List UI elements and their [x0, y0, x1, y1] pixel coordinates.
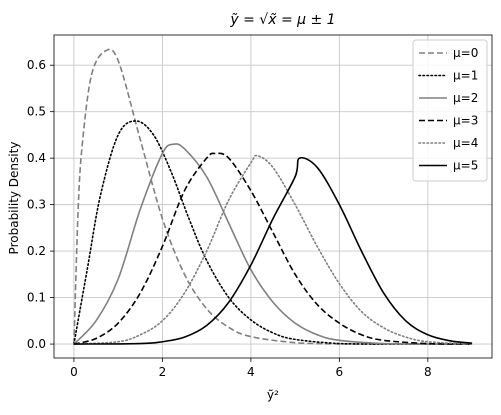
x-tick-label: 4 — [247, 365, 255, 379]
x-tick-label: 6 — [336, 365, 344, 379]
legend-label-4: μ=4 — [453, 136, 478, 150]
plot-lines — [73, 48, 473, 345]
y-axis-label: Probability Density — [7, 142, 21, 255]
y-tick-label: 0.1 — [27, 291, 46, 305]
x-axis-label: ỹ² — [267, 388, 279, 402]
legend-label-2: μ=2 — [453, 91, 478, 105]
y-tick-label: 0.2 — [27, 244, 46, 258]
x-tick-label: 0 — [70, 365, 78, 379]
legend-label-3: μ=3 — [453, 114, 478, 128]
x-tick-label: 8 — [424, 365, 432, 379]
legend: μ=0 μ=1 μ=2 μ=3 μ=4 μ=5 — [412, 39, 488, 182]
y-tick-label: 0.5 — [27, 105, 46, 119]
series-line-5 — [73, 156, 473, 345]
series-line-0 — [73, 48, 473, 345]
series-line-4 — [73, 154, 473, 345]
series-line-1 — [73, 120, 473, 345]
series-line-3 — [73, 152, 473, 345]
chart-title: ỹ = √x̃ = μ ± 1 — [229, 12, 335, 28]
axes: 0 2 4 6 8 0.0 0.1 0.2 0.3 0.4 0.5 0.6 — [27, 58, 432, 379]
x-tick-label: 2 — [159, 365, 167, 379]
legend-label-1: μ=1 — [453, 69, 478, 83]
y-tick-label: 0.0 — [27, 337, 46, 351]
y-tick-label: 0.4 — [27, 151, 46, 165]
y-tick-label: 0.6 — [27, 58, 46, 72]
y-tick-label: 0.3 — [27, 198, 46, 212]
legend-label-5: μ=5 — [453, 159, 478, 173]
legend-label-0: μ=0 — [453, 46, 478, 60]
plot-frame — [53, 34, 493, 359]
series-line-2 — [73, 143, 473, 345]
